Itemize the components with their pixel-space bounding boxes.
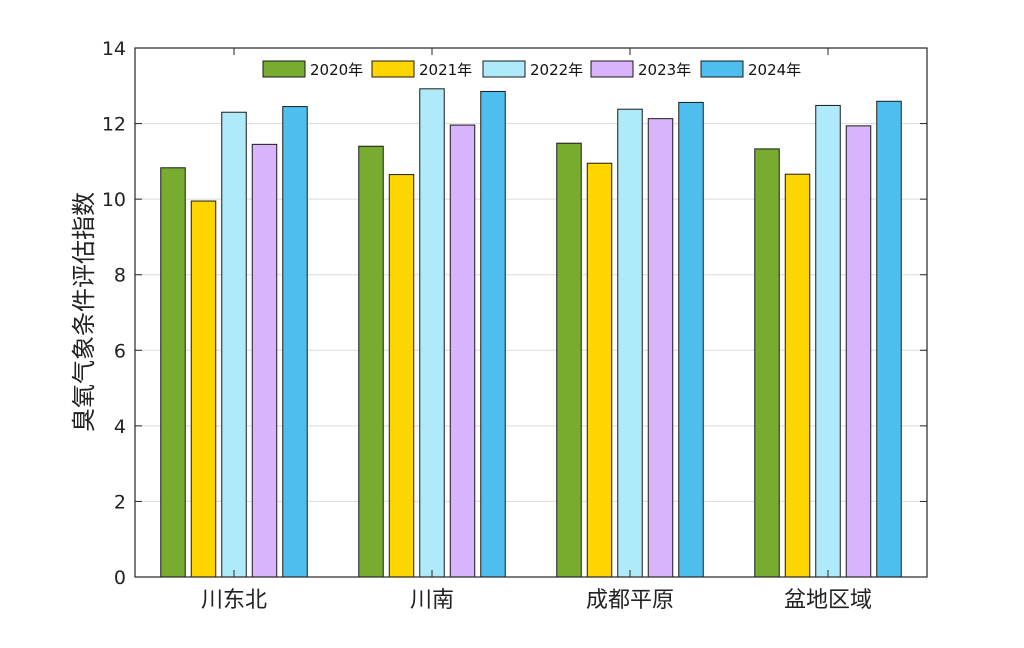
x-tick-label: 川东北 — [201, 588, 267, 613]
legend-swatch — [590, 60, 634, 78]
bar-2024年-盆地区域 — [876, 100, 902, 578]
bar-2020年-川南 — [358, 145, 384, 578]
bar-2023年-川南 — [449, 124, 476, 578]
bar-2020年-川东北 — [160, 167, 186, 578]
bar-2021年-川东北 — [190, 200, 217, 578]
y-tick-label: 10 — [102, 189, 126, 211]
plot-frame — [134, 47, 928, 578]
bar-2023年-盆地区域 — [845, 125, 872, 578]
legend-label: 2020年 — [310, 61, 363, 79]
legend-label: 2024年 — [748, 61, 801, 79]
bar-2023年-川东北 — [251, 143, 278, 578]
legend-swatch — [700, 60, 744, 78]
y-tick-label: 0 — [114, 567, 126, 589]
legend-swatch — [262, 60, 306, 78]
legend-label: 2021年 — [419, 61, 472, 79]
bar-2021年-盆地区域 — [784, 173, 811, 578]
legend-label: 2023年 — [638, 61, 691, 79]
legend-swatch — [371, 60, 415, 78]
bar-2022年-成都平原 — [617, 108, 643, 578]
bar-2022年-川南 — [419, 88, 445, 578]
y-axis-ticks: 0 2 4 6 8 10 12 14 — [102, 38, 927, 589]
bar-2020年-盆地区域 — [754, 148, 780, 578]
bar-2021年-川南 — [388, 174, 415, 578]
y-tick-label: 14 — [102, 38, 126, 60]
bars — [160, 88, 902, 578]
bar-2022年-川东北 — [221, 111, 247, 578]
y-tick-label: 12 — [102, 114, 126, 136]
bar-2024年-川南 — [480, 90, 506, 578]
legend-label: 2022年 — [530, 61, 583, 79]
y-tick-label: 6 — [114, 340, 126, 362]
bar-2020年-成都平原 — [556, 142, 582, 578]
y-tick-label: 2 — [114, 491, 126, 513]
bar-2024年-成都平原 — [678, 101, 704, 578]
y-tick-label: 8 — [114, 265, 126, 287]
bar-2021年-成都平原 — [586, 162, 613, 578]
legend: 2020年 2021年 2022年 2023年 2024年 — [257, 55, 805, 84]
x-tick-label: 川南 — [410, 588, 454, 613]
x-tick-label: 成都平原 — [586, 588, 674, 613]
y-axis-label: 臭氧气象条件评估指数 — [70, 192, 98, 432]
legend-swatch — [482, 60, 526, 78]
bar-2024年-川东北 — [282, 106, 308, 578]
y-tick-label: 4 — [114, 416, 126, 438]
x-axis-ticks: 川东北 川南 成都平原 盆地区域 — [201, 48, 872, 613]
x-tick-label: 盆地区域 — [784, 588, 872, 613]
bar-2022年-盆地区域 — [815, 104, 841, 578]
bar-2023年-成都平原 — [647, 118, 674, 578]
